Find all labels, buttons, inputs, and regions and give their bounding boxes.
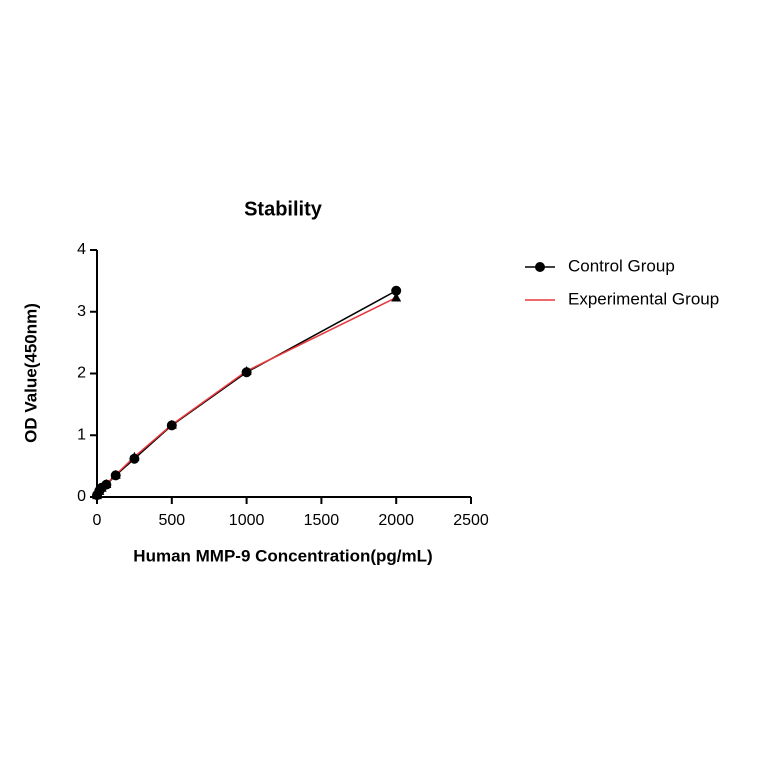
- data-point: [101, 479, 112, 489]
- x-tick-label: 1500: [304, 512, 340, 529]
- y-tick-label: 1: [77, 426, 86, 443]
- legend-label: Control Group: [568, 256, 675, 275]
- x-tick-label: 500: [158, 512, 185, 529]
- data-point: [166, 419, 177, 429]
- x-tick-label: 1000: [229, 512, 265, 529]
- x-axis-label: Human MMP-9 Concentration(pg/mL): [133, 546, 432, 565]
- y-tick-label: 2: [77, 365, 86, 382]
- x-tick-label: 0: [93, 512, 102, 529]
- data-point: [241, 366, 252, 376]
- data-point: [391, 292, 402, 302]
- data-point: [96, 482, 107, 492]
- data-point: [129, 451, 140, 461]
- y-tick-label: 4: [77, 241, 86, 258]
- x-tick-label: 2000: [378, 512, 414, 529]
- y-axis-label: OD Value(450nm): [21, 303, 40, 443]
- chart-title: Stability: [244, 198, 323, 220]
- series-line: [96, 290, 397, 496]
- y-tick-label: 3: [77, 303, 86, 320]
- legend-label: Experimental Group: [568, 289, 719, 308]
- data-point: [391, 285, 402, 296]
- x-tick-label: 2500: [453, 512, 489, 529]
- y-tick-label: 0: [77, 488, 86, 505]
- series-line: [96, 296, 397, 496]
- legend-marker: [535, 262, 545, 272]
- data-point: [110, 469, 121, 479]
